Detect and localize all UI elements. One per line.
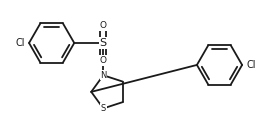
Text: S: S (100, 38, 107, 48)
Text: Cl: Cl (15, 38, 24, 48)
Text: O: O (100, 21, 107, 30)
Text: N: N (100, 71, 106, 80)
Text: O: O (100, 56, 107, 65)
Text: S: S (101, 104, 106, 113)
Text: Cl: Cl (247, 60, 256, 70)
